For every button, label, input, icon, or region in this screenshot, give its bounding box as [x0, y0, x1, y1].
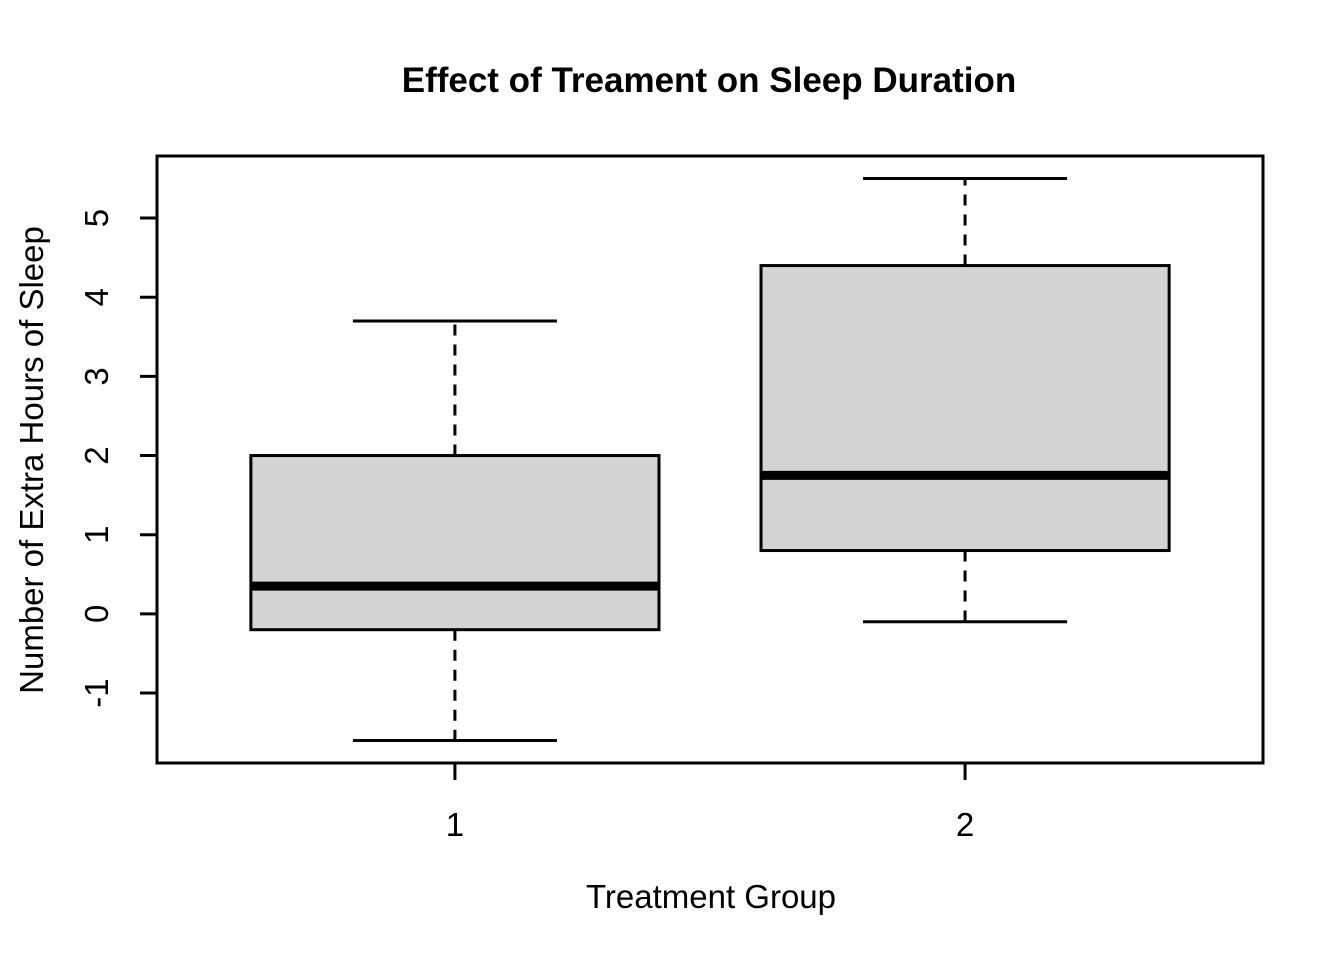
iqr-box: [759, 264, 1171, 553]
y-axis: -1 0 1 2 3 4 5: [78, 209, 157, 708]
y-tick-label: 4: [78, 288, 115, 306]
y-tick-label: 0: [78, 605, 115, 623]
x-axis-title: Treatment Group: [586, 878, 836, 915]
boxplot-group-1: [249, 319, 661, 743]
chart-title: Effect of Treament on Sleep Duration: [402, 61, 1017, 100]
y-tick-label: 5: [78, 209, 115, 227]
boxplot-series: [249, 176, 1171, 743]
x-tick-label: 2: [956, 806, 974, 843]
y-tick-label: -1: [78, 678, 115, 707]
boxplot-group-2: [759, 176, 1171, 624]
x-tick-label: 1: [446, 806, 464, 843]
plot-frame: [155, 154, 1265, 765]
y-axis-title: Number of Extra Hours of Sleep: [13, 226, 50, 694]
iqr-box: [249, 454, 661, 632]
y-tick-label: 3: [78, 367, 115, 385]
y-tick-label: 2: [78, 446, 115, 464]
y-tick-label: 1: [78, 526, 115, 544]
